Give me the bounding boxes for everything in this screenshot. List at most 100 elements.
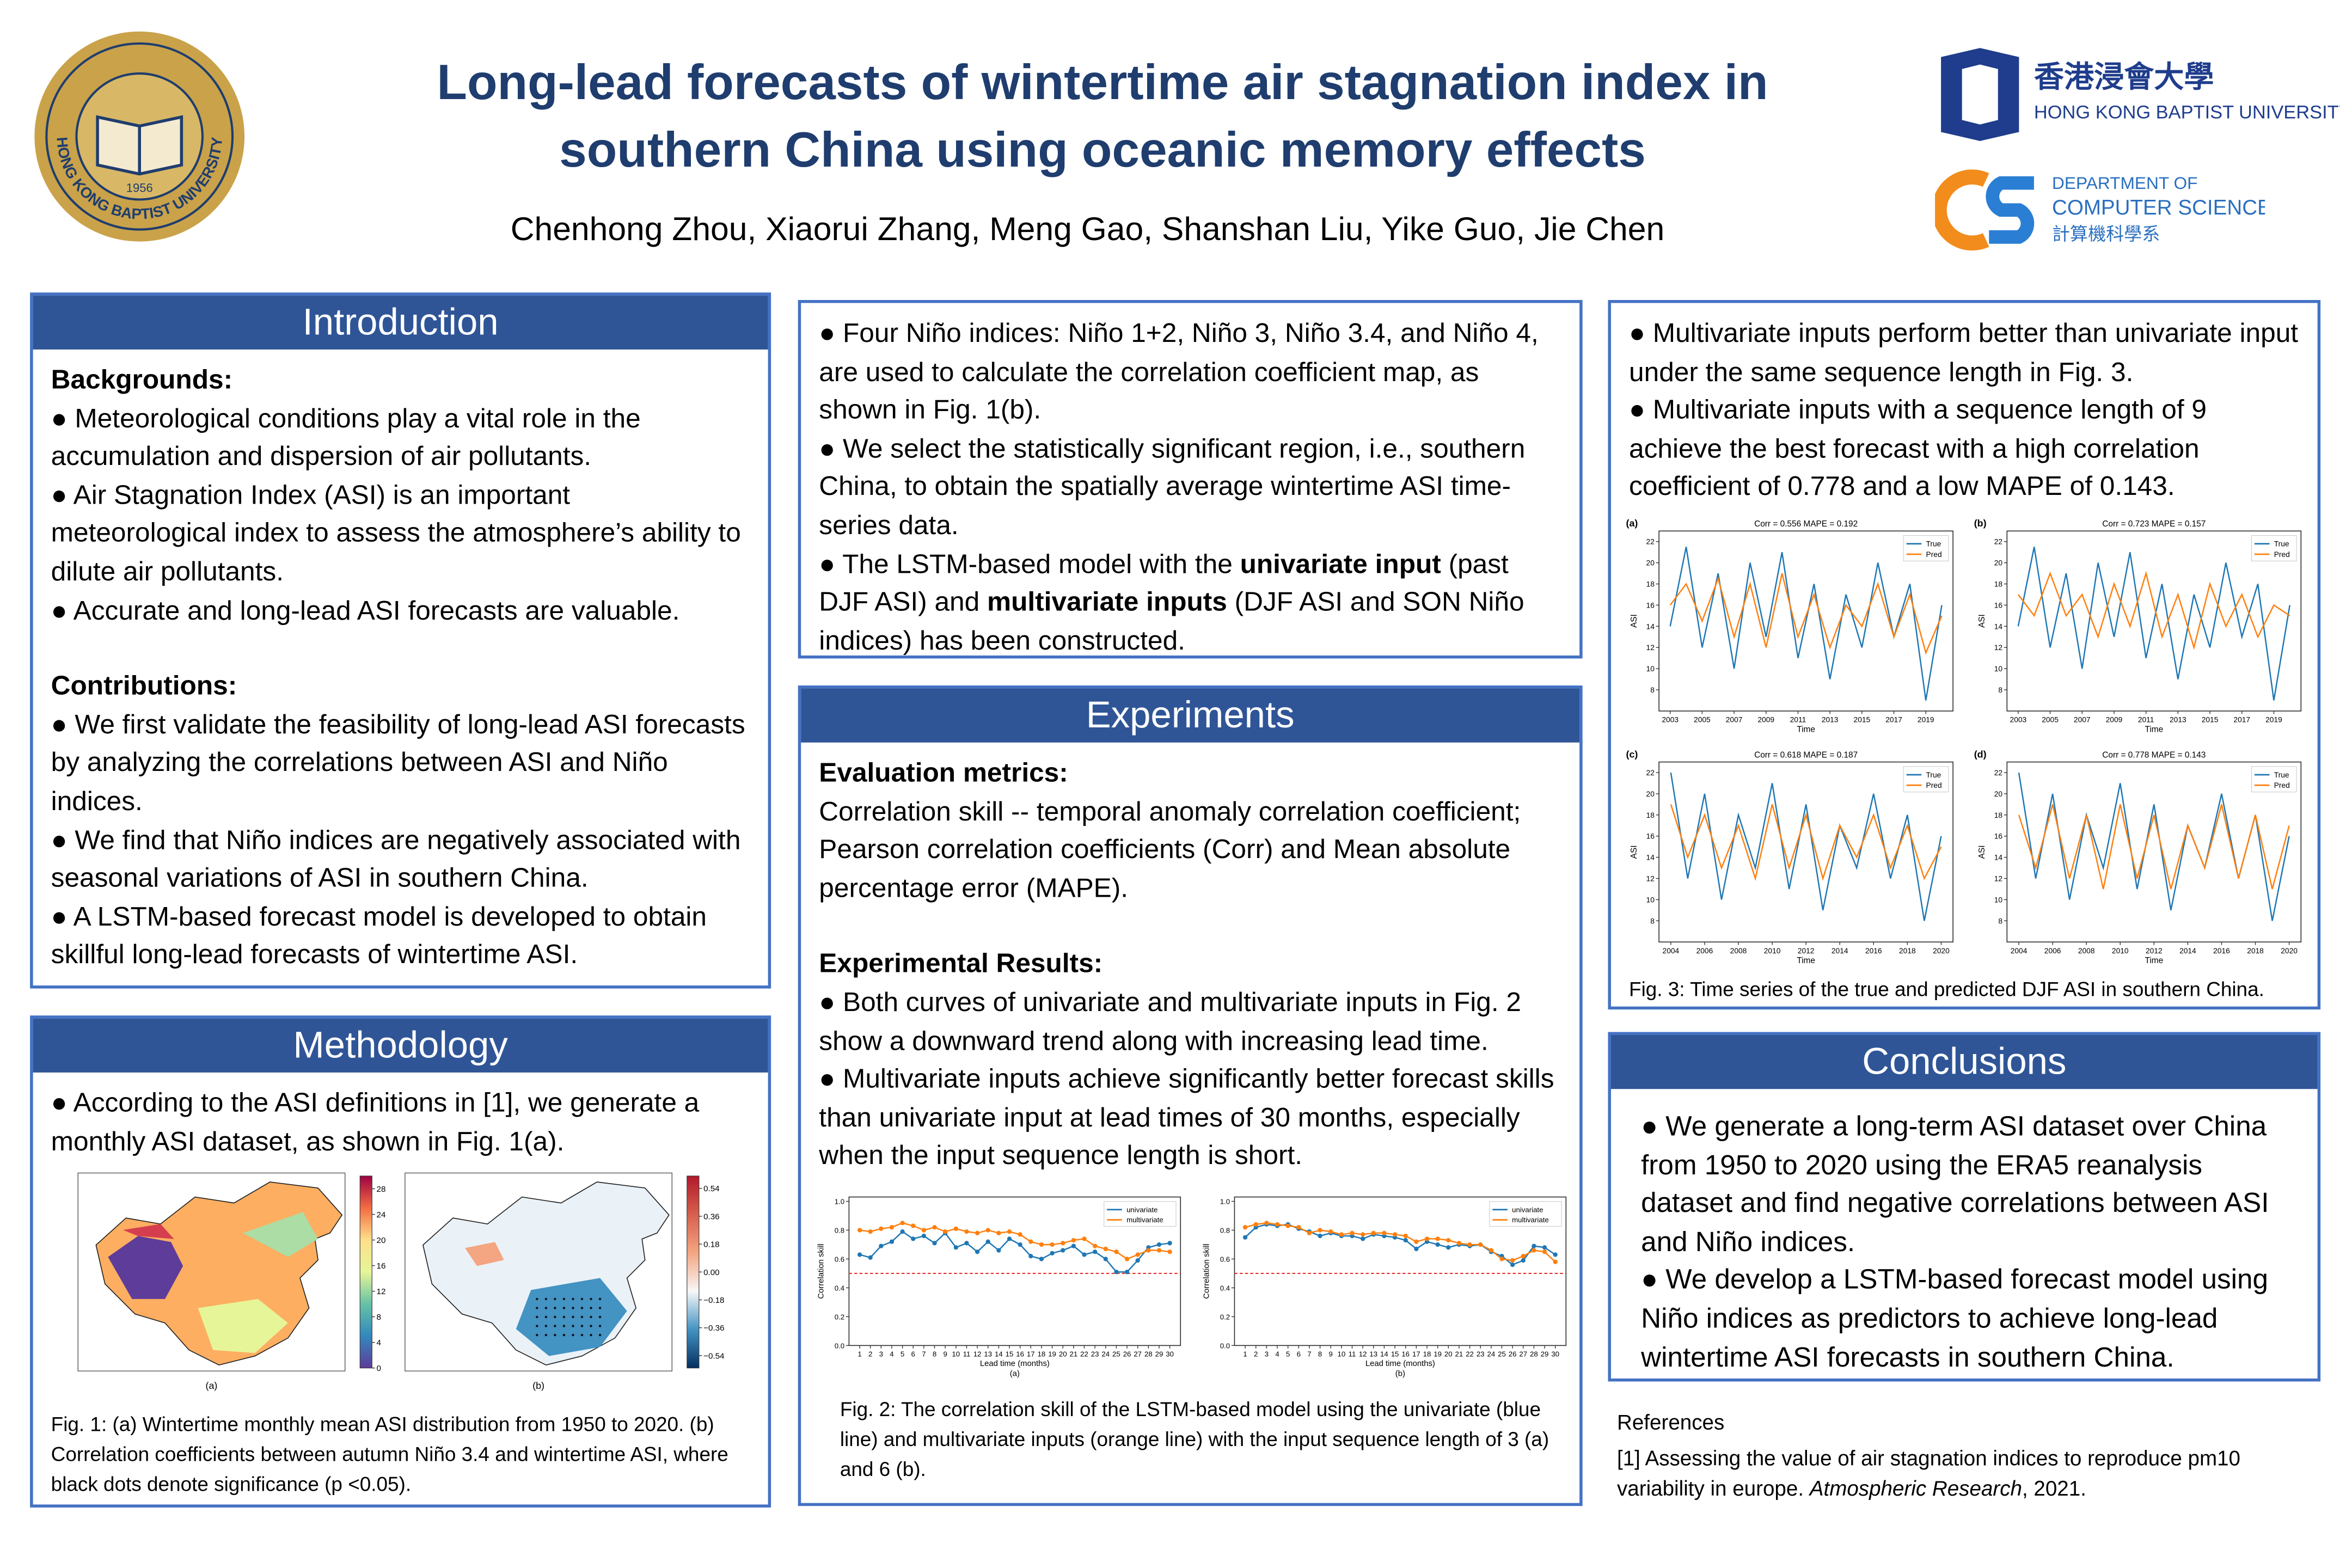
x-tick-label: 1 (857, 1350, 861, 1358)
data-line (2017, 571, 2290, 650)
x-tick-label: 2004 (2011, 947, 2028, 955)
data-point (1318, 1233, 1322, 1239)
x-tick-label: 2012 (1798, 947, 1815, 955)
y-tick-label: 14 (1646, 622, 1655, 630)
x-tick-label: 2013 (2170, 715, 2186, 724)
x-tick-label: 8 (933, 1350, 936, 1358)
chart-title: Corr = 0.778 MAPE = 0.143 (2102, 750, 2206, 759)
x-tick-label: 25 (1112, 1350, 1120, 1358)
y-tick-label: 0.4 (835, 1284, 844, 1292)
significance-dot (536, 1325, 538, 1328)
significance-dot (544, 1334, 548, 1337)
section-heading: Introduction (33, 295, 768, 350)
section-body: ● Four Niño indices: Niño 1+2, Niño 3, N… (801, 303, 1579, 661)
x-tick-label: 12 (973, 1350, 982, 1358)
data-point (1414, 1239, 1419, 1244)
paragraph: ● Multivariate inputs with a sequence le… (1629, 392, 2300, 507)
data-point (1103, 1257, 1108, 1261)
y-tick-label: 14 (1994, 853, 2003, 861)
data-point (1156, 1242, 1162, 1247)
significance-dot (598, 1334, 602, 1337)
y-tick-label: 16 (1646, 832, 1655, 841)
x-tick-label: 2007 (2074, 715, 2091, 724)
text-run: ● Air Stagnation Index (ASI) is an impor… (51, 480, 741, 587)
significance-dot (562, 1307, 566, 1310)
data-point (1414, 1246, 1419, 1251)
paragraph: ● Multivariate inputs achieve significan… (819, 1061, 1561, 1176)
x-tick-label: 2010 (1764, 947, 1781, 955)
y-tick-label: 0.0 (1220, 1342, 1230, 1350)
authors: Chenhong Zhou, Xiaorui Zhang, Meng Gao, … (510, 210, 1665, 248)
text-run: ● We first validate the feasibility of l… (51, 709, 745, 816)
x-tick-label: 2009 (2106, 715, 2123, 724)
bold-text: Experimental Results: (819, 948, 1103, 979)
colorbar-tick-label: 0.36 (703, 1212, 719, 1222)
cs-logo: DEPARTMENT OF COMPUTER SCIENCE 計算機科學系 (1935, 169, 2265, 251)
significance-dot (598, 1307, 602, 1310)
figure-caption: Fig. 1: (a) Wintertime monthly mean ASI … (51, 1413, 728, 1496)
paragraph: ● Four Niño indices: Niño 1+2, Niño 3, N… (819, 315, 1561, 431)
data-point (1061, 1241, 1065, 1246)
chart-title: Corr = 0.723 MAPE = 0.157 (2102, 519, 2206, 529)
y-axis-label: ASI (1977, 614, 1987, 628)
x-tick-label: 2012 (2146, 947, 2163, 955)
data-point (996, 1248, 1001, 1253)
legend-label: True (2274, 540, 2289, 548)
y-axis-label: ASI (1630, 614, 1639, 628)
significance-dot (554, 1298, 556, 1301)
significance-dot (536, 1307, 538, 1310)
y-tick-label: 1.0 (835, 1197, 844, 1205)
data-line (1670, 772, 1942, 921)
y-tick-label: 0.4 (1220, 1284, 1230, 1292)
data-point (1521, 1253, 1526, 1259)
data-point (1082, 1236, 1087, 1241)
y-tick-label: 18 (1646, 580, 1655, 588)
significance-dot (536, 1334, 538, 1337)
seal-ring (45, 42, 234, 231)
legend-box (2251, 535, 2297, 561)
colorbar-tick-label: 0.18 (703, 1240, 719, 1250)
seal-year: 1956 (126, 181, 153, 195)
paragraph: ● We develop a LSTM-based forecast model… (1641, 1260, 2290, 1376)
paragraph: ● Air Stagnation Index (ASI) is an impor… (51, 477, 750, 592)
data-point (1071, 1244, 1076, 1248)
data-point (1061, 1248, 1065, 1253)
map-region (122, 1224, 174, 1240)
x-tick-label: 9 (943, 1350, 947, 1358)
x-tick-label: 19 (1434, 1350, 1442, 1358)
title-line: Long-lead forecasts of wintertime air st… (437, 54, 1768, 110)
data-point (1532, 1244, 1536, 1248)
x-tick-label: 11 (1349, 1350, 1356, 1358)
significance-dot (580, 1298, 584, 1301)
text-run: ● Four Niño indices: Niño 1+2, Niño 3, N… (819, 318, 1539, 425)
x-tick-label: 9 (1329, 1350, 1333, 1358)
x-tick-label: 4 (890, 1350, 893, 1358)
data-point (1424, 1236, 1430, 1241)
y-tick-label: 22 (1994, 538, 2002, 546)
legend-label: True (2274, 771, 2289, 779)
dept-chinese: 計算機科學系 (2052, 224, 2160, 244)
x-tick-label: 25 (1498, 1350, 1506, 1358)
panel-label: (a) (1626, 518, 1638, 529)
significance-dot (572, 1316, 574, 1319)
significance-dot (536, 1316, 538, 1319)
significance-dot (572, 1334, 574, 1337)
data-point (900, 1229, 905, 1234)
x-tick-label: 19 (1048, 1350, 1056, 1358)
y-tick-label: 0.2 (1220, 1313, 1230, 1321)
methodology-panel: Methodology ● According to the ASI defini… (30, 1015, 771, 1508)
legend-label: univariate (1512, 1205, 1543, 1214)
map-region (243, 1212, 318, 1258)
data-point (1028, 1239, 1033, 1244)
y-tick-label: 14 (1646, 853, 1655, 861)
conclusions-panel: Conclusions ● We generate a long-term ASI… (1608, 1032, 2321, 1382)
significance-dot (598, 1298, 602, 1301)
data-point (1114, 1269, 1119, 1275)
data-point (1093, 1249, 1098, 1254)
y-tick-label: 20 (1646, 790, 1655, 798)
text-run: ● We find that Niño indices are negative… (51, 824, 741, 893)
x-tick-label: 10 (1338, 1350, 1346, 1358)
y-tick-label: 20 (1646, 559, 1655, 567)
section-heading: References (1616, 1410, 1725, 1434)
figure-2: 0.00.20.40.60.81.01 2 3 4 5 6 7 8 9 10 11 12 13 14 15 1… (817, 1196, 1567, 1378)
